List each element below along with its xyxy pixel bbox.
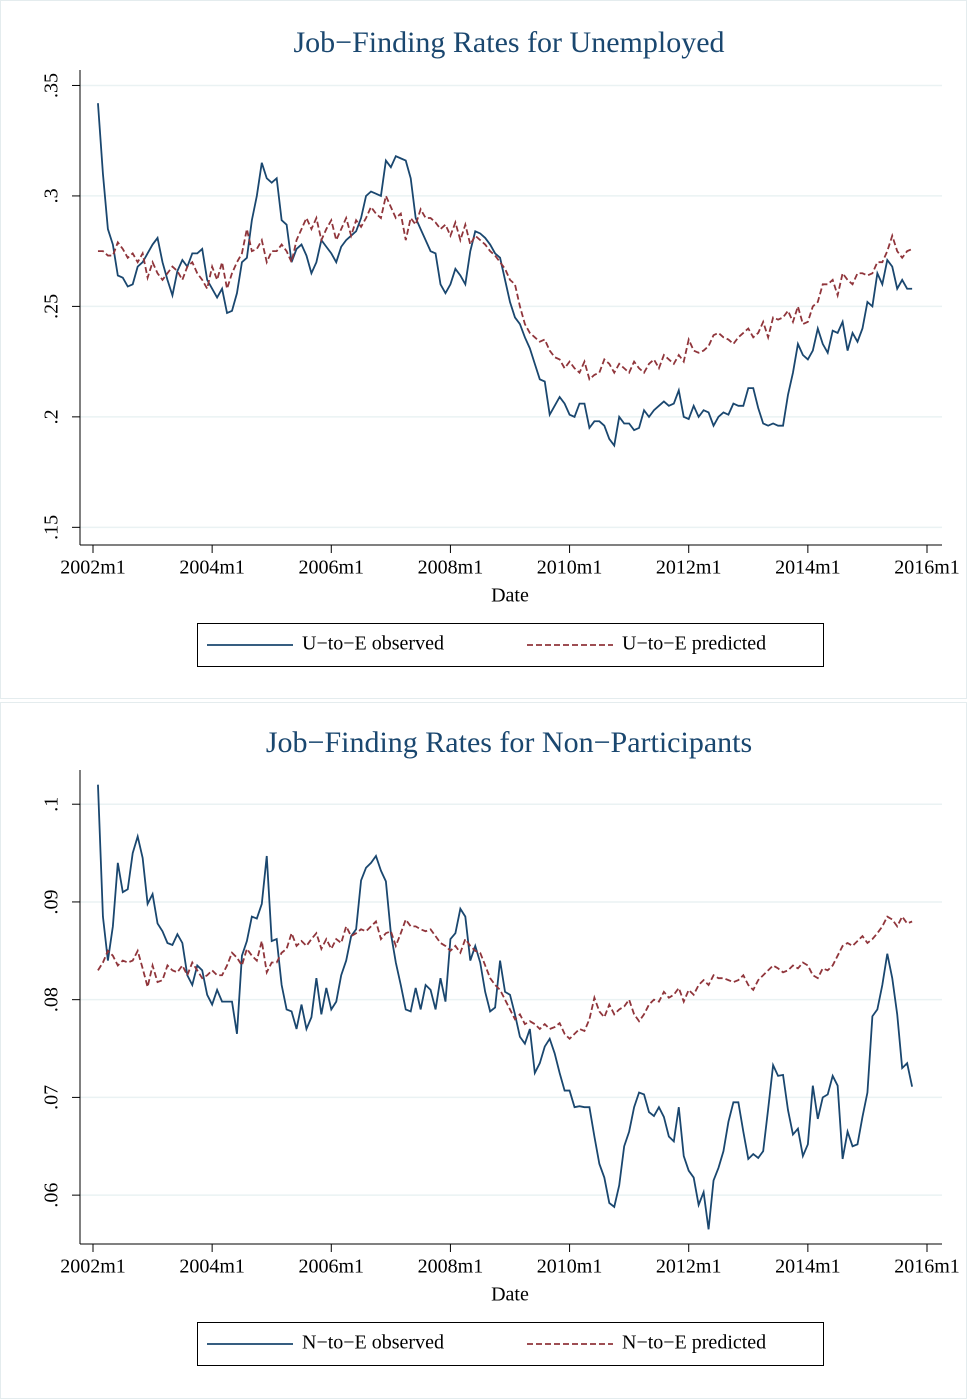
y-tick-label: .07 [41,1085,63,1110]
series-line [97,193,913,381]
legend-box [197,1322,824,1366]
y-tick-label: .35 [41,73,63,98]
x-tick-label: 2014m1 [775,557,841,579]
series-line [97,784,913,1230]
x-tick-label: 2006m1 [299,1256,365,1278]
legend-label: N−to−E observed [302,1332,444,1354]
x-tick-label: 2002m1 [60,557,126,579]
legend-label: U−to−E predicted [622,633,766,655]
x-tick-label: 2008m1 [418,1256,484,1278]
y-tick-label: .25 [41,294,63,319]
x-tick-label: 2004m1 [179,557,245,579]
x-tick-label: 2010m1 [537,1256,603,1278]
series-line [97,103,913,448]
x-tick-label: 2008m1 [418,557,484,579]
y-tick-label: .09 [41,889,63,914]
x-tick-label: 2012m1 [656,1256,722,1278]
x-tick-label: 2002m1 [60,1256,126,1278]
x-tick-label: 2012m1 [656,557,722,579]
x-tick-label: 2010m1 [537,557,603,579]
legend-label: U−to−E observed [302,633,444,655]
x-tick-label: 2006m1 [299,557,365,579]
y-tick-label: .3 [41,188,63,203]
x-tick-label: 2004m1 [179,1256,245,1278]
chart-title: Job−Finding Rates for Non−Participants [266,726,752,759]
panel-frame [0,0,967,699]
y-tick-label: .15 [41,515,63,540]
chart-title: Job−Finding Rates for Unemployed [293,26,724,59]
x-axis-label: Date [491,585,529,607]
x-tick-label: 2016m1 [894,1256,960,1278]
panel-frame [0,702,967,1399]
y-tick-label: .06 [41,1183,63,1208]
y-tick-label: .08 [41,987,63,1012]
y-tick-label: .1 [41,797,63,812]
x-axis-label: Date [491,1284,529,1306]
x-tick-label: 2016m1 [894,557,960,579]
series-line [97,914,913,1041]
legend-box [197,623,824,667]
legend-label: N−to−E predicted [622,1332,766,1354]
y-tick-label: .2 [41,409,63,424]
x-tick-label: 2014m1 [775,1256,841,1278]
